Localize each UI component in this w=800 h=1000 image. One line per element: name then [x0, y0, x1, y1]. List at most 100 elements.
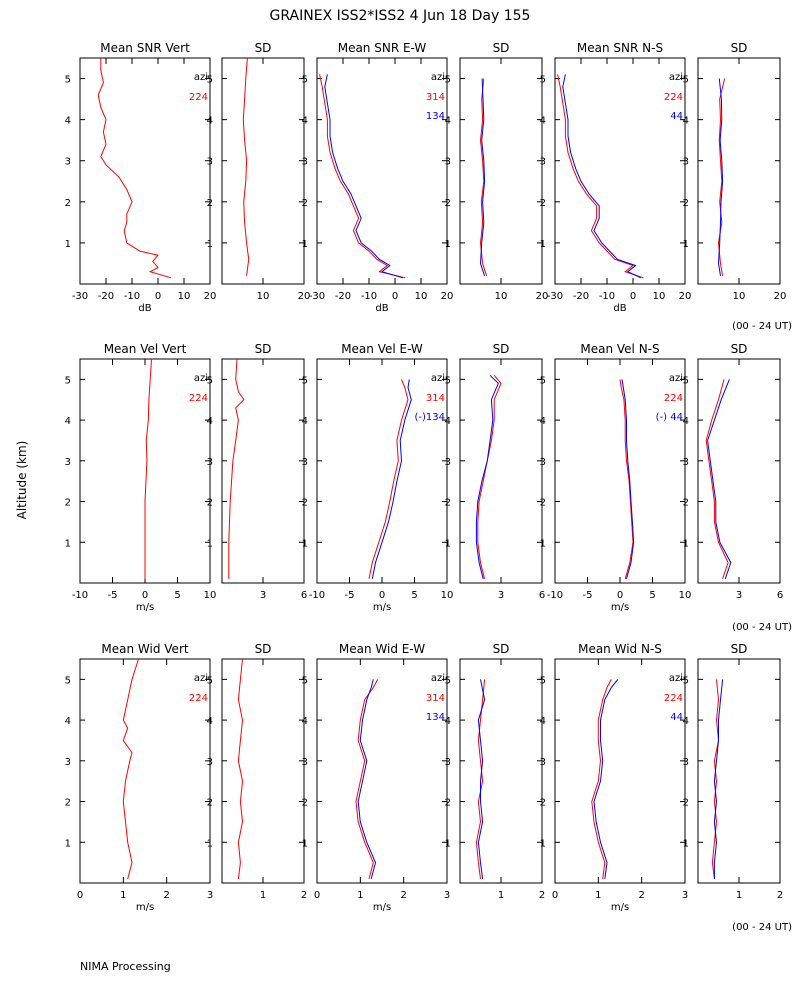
y-tick-label-snr-ew-1: 2	[302, 198, 308, 209]
y-tick-label-vel-ns-sd-1: 2	[683, 498, 689, 509]
x-tick-label-wid-ew-sd-1: 1	[498, 890, 504, 901]
panel-frame-wid-ew-sd	[459, 658, 543, 884]
panel-frame-vel-ew-sd	[459, 358, 543, 584]
y-tick-label-snr-ns-3: 4	[540, 116, 546, 127]
panel-title-snr-ew: Mean SNR E-W	[338, 41, 427, 55]
legend-entry-vel-ew-1: (-)134	[415, 412, 446, 423]
y-tick-label-wid-vert-sd-3: 4	[207, 716, 213, 727]
x-tick-label-snr-ew-1: -20	[335, 291, 351, 302]
y-tick-label-wid-ns-sd-4: 5	[683, 675, 689, 686]
y-tick-label-vel-ns-1: 2	[540, 498, 546, 509]
y-tick-label-wid-ew-sd-0: 1	[445, 838, 451, 849]
x-tick-label-wid-ew-0: 0	[314, 890, 320, 901]
panel-wid-ns-sd: SD 1 2 1 2 3 4 5	[683, 642, 784, 901]
legend-entry-wid-vert-0: 224	[189, 693, 208, 704]
panel-title-wid-ns-sd: SD	[731, 642, 748, 656]
panel-title-snr-ns-sd: SD	[731, 41, 748, 55]
x-tick-label-vel-ew-2: 0	[379, 590, 385, 601]
x-tick-label-snr-ns-2: -10	[599, 291, 615, 302]
y-tick-label-wid-ns-sd-2: 3	[683, 757, 689, 768]
y-tick-label-wid-ew-2: 3	[302, 757, 308, 768]
y-tick-label-vel-vert-sd-0: 1	[207, 538, 213, 549]
y-tick-label-vel-ew-sd-3: 4	[445, 416, 451, 427]
series-line-vel-ns-1	[621, 379, 635, 580]
panel-wid-ew-sd: SD 1 2 1 2 3 4 5	[445, 642, 546, 901]
legend-azi-wid-ew: azi	[431, 673, 445, 684]
x-tick-label-vel-ew-0: -10	[309, 590, 325, 601]
y-tick-label-snr-ew-2: 3	[302, 157, 308, 168]
x-tick-label-wid-ns-2: 2	[638, 890, 644, 901]
y-tick-label-vel-ew-4: 5	[302, 375, 308, 386]
panel-snr-vert: Mean SNR Vert -30 -20 -10 0 10 20 1 2 3 4 5 dB azi 224	[65, 41, 217, 314]
series-line-wid-ew-0	[355, 679, 379, 880]
y-tick-label-wid-ns-2: 3	[540, 757, 546, 768]
legend-entry-snr-ns-0: 224	[664, 92, 683, 103]
y-tick-label-wid-ew-3: 4	[302, 716, 308, 727]
panel-snr-ew-sd: SD 10 20 1 2 3 4 5	[445, 41, 549, 302]
panel-wid-vert: Mean Wid Vert 0 1 2 3 1 2 3 4 5 m/s azi 224	[65, 642, 214, 913]
panel-grid: Mean SNR Vert-30 -20 -10 0 10 2012345dBazi224…	[65, 41, 787, 913]
x-tick-label-snr-vert-3: 0	[155, 291, 161, 302]
y-tick-label-snr-vert-3: 4	[65, 116, 71, 127]
x-tick-label-vel-vert-4: 10	[204, 590, 217, 601]
x-tick-label-vel-vert-sd-1: 3	[260, 590, 266, 601]
panel-title-vel-vert-sd: SD	[255, 342, 272, 356]
y-tick-label-vel-vert-3: 4	[65, 416, 71, 427]
y-tick-label-snr-ns-sd-0: 1	[683, 239, 689, 250]
panel-title-vel-ew: Mean Vel E-W	[341, 342, 423, 356]
x-tick-label-wid-ew-1: 1	[357, 890, 363, 901]
y-tick-label-wid-ew-0: 1	[302, 838, 308, 849]
y-tick-label-vel-ns-4: 5	[540, 375, 546, 386]
x-tick-label-vel-vert-sd-2: 6	[301, 590, 307, 601]
panel-vel-ns-sd: SD 3 6 1 2 3 4 5	[683, 342, 784, 601]
panel-title-snr-vert: Mean SNR Vert	[100, 41, 190, 55]
y-tick-label-vel-ns-sd-0: 1	[683, 538, 689, 549]
x-axis-label-snr-vert: dB	[138, 303, 151, 314]
x-tick-label-vel-vert-0: -10	[72, 590, 88, 601]
x-tick-label-vel-ns-2: 0	[617, 590, 623, 601]
series-line-wid-ns-sd-1	[713, 679, 724, 879]
legend-azi-snr-ew: azi	[431, 72, 445, 83]
series-line-snr-ew-sd-1	[479, 78, 486, 276]
y-tick-label-snr-vert-sd-2: 3	[207, 157, 213, 168]
series-line-vel-ew-0	[368, 379, 409, 579]
x-axis-label-wid-vert: m/s	[136, 902, 154, 913]
panel-title-wid-vert-sd: SD	[255, 642, 272, 656]
y-tick-label-vel-vert-sd-2: 3	[207, 457, 213, 468]
series-line-wid-ns-0	[591, 679, 612, 879]
x-tick-label-vel-ew-1: -5	[345, 590, 355, 601]
x-tick-label-vel-ns-0: -10	[547, 590, 563, 601]
y-tick-label-snr-ew-sd-4: 5	[445, 75, 451, 86]
legend-azi-wid-ns: azi	[669, 673, 683, 684]
x-axis-label-wid-ew: m/s	[373, 902, 391, 913]
x-tick-label-wid-ns-0: 0	[552, 890, 558, 901]
panel-title-wid-ew-sd: SD	[493, 642, 510, 656]
panel-title-snr-ns: Mean SNR N-S	[577, 41, 663, 55]
x-tick-label-snr-ns-5: 20	[679, 291, 692, 302]
series-line-vel-ns-0	[619, 379, 634, 580]
series-line-snr-ns-0	[557, 74, 644, 279]
y-tick-label-vel-vert-sd-3: 4	[207, 416, 213, 427]
y-tick-label-wid-ns-sd-3: 4	[683, 716, 689, 727]
panel-vel-ns: Mean Vel N-S -10 -5 0 5 10 1 2 3 4 5 m/s azi 224 (-) 4…	[540, 342, 692, 613]
series-line-wid-ns-sd-0	[711, 679, 720, 879]
legend-entry-snr-ns-1: 44	[670, 111, 683, 122]
x-tick-label-vel-vert-2: 0	[142, 590, 148, 601]
y-tick-label-snr-ns-sd-1: 2	[683, 198, 689, 209]
panel-vel-vert: Mean Vel Vert -10 -5 0 5 10 1 2 3 4 5 m/s azi 224	[65, 342, 217, 613]
panel-frame-wid-vert-sd	[221, 658, 305, 884]
y-tick-label-wid-ns-sd-0: 1	[683, 838, 689, 849]
x-axis-label-vel-ns: m/s	[611, 602, 629, 613]
x-tick-label-snr-vert-1: -20	[98, 291, 114, 302]
y-tick-label-snr-vert-sd-4: 5	[207, 75, 213, 86]
y-tick-label-vel-vert-sd-1: 2	[207, 498, 213, 509]
x-tick-label-snr-vert-sd-1: 10	[257, 291, 270, 302]
panel-vel-ew: Mean Vel E-W-10 -5 0 5 1012345m/sazi314(-)13…	[302, 342, 454, 613]
x-tick-label-snr-ew-3: 0	[392, 291, 398, 302]
legend-entry-snr-ew-0: 314	[426, 92, 445, 103]
panel-title-vel-vert: Mean Vel Vert	[104, 342, 187, 356]
x-tick-label-vel-ns-3: 5	[649, 590, 655, 601]
series-line-wid-vert-0	[122, 658, 139, 880]
x-axis-label-snr-ew: dB	[375, 303, 388, 314]
y-tick-label-snr-ew-0: 1	[302, 239, 308, 250]
